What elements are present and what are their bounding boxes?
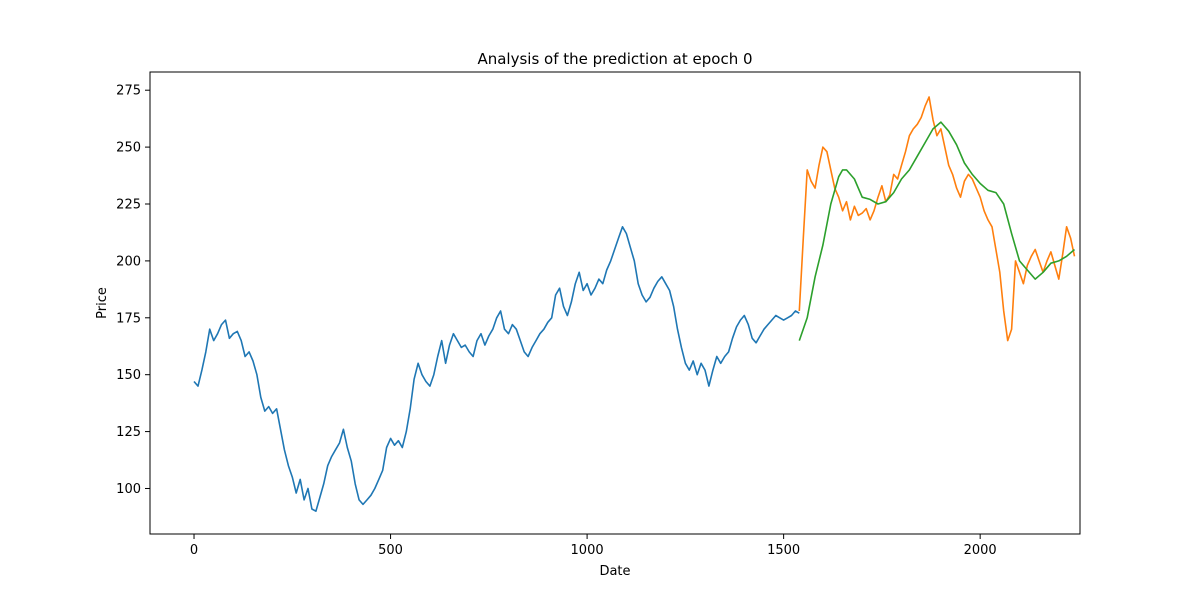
x-axis-label: Date [599,564,630,579]
y-tick-label: 250 [116,141,141,156]
x-tick-label: 1000 [571,543,604,558]
y-tick-label: 125 [116,425,141,440]
plot-frame [149,71,1081,535]
y-tick-label: 100 [116,482,141,497]
series-line-2 [798,96,1076,342]
y-tick-label: 225 [116,198,141,213]
plot-area [149,71,1081,535]
x-tick-label: 0 [190,543,198,558]
x-tick-label: 2000 [964,543,997,558]
y-tick-label: 275 [116,84,141,99]
x-axis-ticks: 0 500 1000 1500 2000 [190,534,997,558]
y-tick-label: 150 [116,368,141,383]
y-axis-ticks: 100 125 150 175 200 225 250 275 [116,84,150,497]
y-tick-label: 200 [116,254,141,269]
chart-title: Analysis of the prediction at epoch 0 [477,50,752,68]
y-axis-label: Price [95,287,110,319]
x-tick-label: 500 [378,543,403,558]
series-line-3 [798,121,1076,341]
series-line-1 [193,226,800,513]
y-tick-label: 175 [116,311,141,326]
x-tick-label: 1500 [767,543,800,558]
